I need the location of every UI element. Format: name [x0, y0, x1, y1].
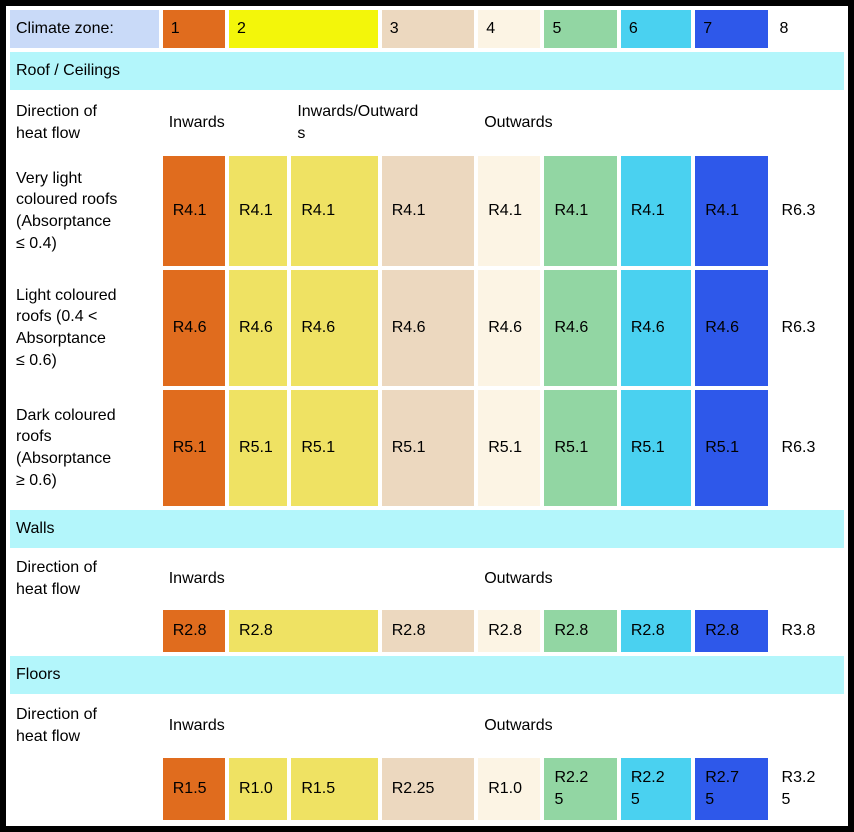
floors-values-row: R1.5 R1.0 R1.5 R2.25 R1.0 R2.25 R2.25 R2…	[10, 758, 844, 820]
section-row-roof-ceilings: Roof / Ceilings	[10, 52, 844, 90]
zone-1-header: 1	[162, 10, 226, 48]
roof-light-zone8-value: R6.3	[771, 270, 844, 386]
walls-zone2-value: R2.8	[229, 610, 378, 652]
roof-light-zone2a-value: R4.6	[229, 270, 288, 386]
roof-dark-zone3-value: R5.1	[381, 390, 475, 506]
zone-2-header: 2	[229, 10, 378, 48]
roof-light-zone7-value: R4.6	[695, 270, 768, 386]
roof-dark-zone1-value: R5.1	[162, 390, 226, 506]
roof-dark-zone7-value: R5.1	[695, 390, 768, 506]
roof-very-light-zone1-value: R4.1	[162, 156, 226, 266]
roof-light-zone6-value: R4.6	[620, 270, 692, 386]
section-title-floors: Floors	[10, 656, 844, 694]
floors-empty-label-cell	[10, 758, 159, 820]
roof-dark-zone2a-value: R5.1	[229, 390, 288, 506]
roof-dark-zone2b-value: R5.1	[291, 390, 378, 506]
zone-5-header: 5	[544, 10, 617, 48]
roof-very-light-zone8-value: R6.3	[771, 156, 844, 266]
roof-light-zone1-value: R4.6	[162, 270, 226, 386]
floors-zone3-value: R2.25	[381, 758, 475, 820]
floors-direction-label: Direction of heat flow	[16, 706, 97, 745]
roof-dark-zone8-value: R6.3	[771, 390, 844, 506]
insulation-requirements-table: Climate zone: 1 2 3 4 5 6 7 8 Roof / Cei…	[6, 6, 848, 824]
floors-zone2a-value: R1.0	[229, 758, 288, 820]
roof-dark-zone5-value: R5.1	[544, 390, 617, 506]
walls-direction-inwards: Inwards	[168, 570, 225, 588]
roof-very-light-zone4-value: R4.1	[478, 156, 541, 266]
floors-zone7-value: R2.75	[695, 758, 768, 820]
roof-light-zone4-value: R4.6	[478, 270, 541, 386]
floors-zone6-value: R2.25	[620, 758, 692, 820]
roof-direction-inwards: Inwards	[168, 114, 225, 132]
floors-zone2b-value: R1.5	[291, 758, 378, 820]
zone-4-header: 4	[478, 10, 541, 48]
floors-zone5-value: R2.25	[544, 758, 617, 820]
zone-8-header: 8	[771, 10, 844, 48]
floors-zone8-value: R3.25	[771, 758, 844, 820]
zone-6-header: 6	[620, 10, 692, 48]
roof-direction-row: Direction of heat flow Inwards Inwards/O…	[10, 94, 844, 152]
walls-zone5-value: R2.8	[544, 610, 617, 652]
section-title-walls: Walls	[10, 510, 844, 548]
roof-very-light-zone5-value: R4.1	[544, 156, 617, 266]
walls-direction-row: Direction of heat flow Inwards Outwards	[10, 552, 844, 606]
roof-row-light: Light coloured roofs (0.4 < Absorptance …	[10, 270, 844, 386]
roof-dark-zone6-value: R5.1	[620, 390, 692, 506]
section-title-roof-ceilings: Roof / Ceilings	[10, 52, 844, 90]
roof-very-light-zone3-value: R4.1	[381, 156, 475, 266]
walls-direction-label: Direction of heat flow	[16, 559, 97, 598]
floors-direction-inwards: Inwards	[168, 717, 225, 735]
walls-zone1-value: R2.8	[162, 610, 226, 652]
walls-direction-outwards: Outwards	[484, 570, 553, 588]
section-row-floors: Floors	[10, 656, 844, 694]
walls-empty-label-cell	[10, 610, 159, 652]
roof-light-zone3-value: R4.6	[381, 270, 475, 386]
roof-row-very-light: Very light coloured roofs (Absorptance ≤…	[10, 156, 844, 266]
zone-3-header: 3	[381, 10, 475, 48]
roof-very-light-zone6-value: R4.1	[620, 156, 692, 266]
roof-very-light-zone2a-value: R4.1	[229, 156, 288, 266]
walls-zone4-value: R2.8	[478, 610, 541, 652]
walls-zone7-value: R2.8	[695, 610, 768, 652]
climate-zone-header-row: Climate zone: 1 2 3 4 5 6 7 8	[10, 10, 844, 48]
section-row-walls: Walls	[10, 510, 844, 548]
roof-direction-label: Direction of heat flow	[16, 103, 97, 142]
roof-row-very-light-label: Very light coloured roofs (Absorptance ≤…	[16, 169, 118, 252]
zone-7-header: 7	[695, 10, 768, 48]
walls-values-row: R2.8 R2.8 R2.8 R2.8 R2.8 R2.8 R2.8 R3.8	[10, 610, 844, 652]
floors-direction-row: Direction of heat flow Inwards Outwards	[10, 698, 844, 754]
roof-row-light-label: Light coloured roofs (0.4 < Absorptance …	[16, 286, 117, 369]
roof-light-zone2b-value: R4.6	[291, 270, 378, 386]
roof-row-dark-label: Dark coloured roofs (Absorptance ≥ 0.6)	[16, 406, 116, 489]
climate-zone-label: Climate zone:	[10, 10, 159, 48]
roof-light-zone5-value: R4.6	[544, 270, 617, 386]
floors-zone1-value: R1.5	[162, 758, 226, 820]
roof-direction-outwards: Outwards	[484, 114, 553, 132]
roof-row-dark: Dark coloured roofs (Absorptance ≥ 0.6) …	[10, 390, 844, 506]
roof-very-light-zone2b-value: R4.1	[291, 156, 378, 266]
walls-zone3-value: R2.8	[381, 610, 475, 652]
floors-zone4-value: R1.0	[478, 758, 541, 820]
walls-zone6-value: R2.8	[620, 610, 692, 652]
roof-very-light-zone7-value: R4.1	[695, 156, 768, 266]
walls-zone8-value: R3.8	[771, 610, 844, 652]
floors-direction-outwards: Outwards	[484, 717, 553, 735]
roof-direction-inwards-outwards: Inwards/Outwards	[297, 103, 419, 142]
roof-dark-zone4-value: R5.1	[478, 390, 541, 506]
